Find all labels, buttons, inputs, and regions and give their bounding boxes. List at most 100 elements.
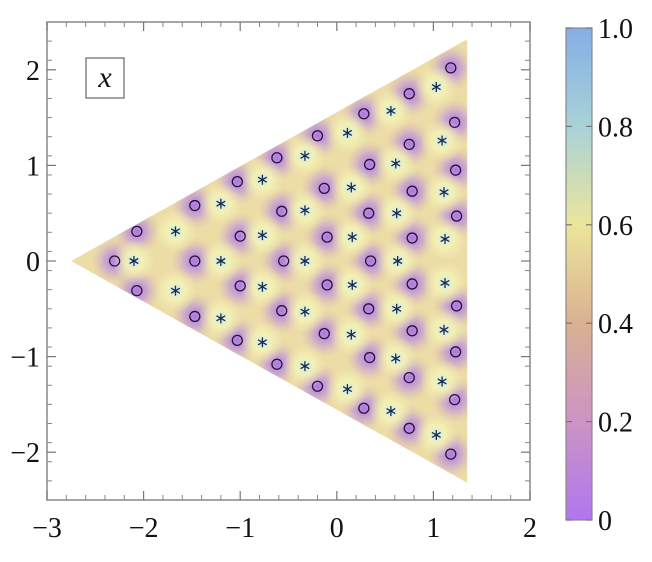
x-tick-label-2: −1 xyxy=(225,513,255,544)
asterisk-marker-0 xyxy=(129,256,139,266)
circle-marker-32 xyxy=(406,185,418,197)
circle-marker-34 xyxy=(406,232,418,244)
circle-marker-33 xyxy=(406,325,418,337)
circle-marker-40 xyxy=(449,164,462,176)
asterisk-marker-22 xyxy=(391,158,401,169)
asterisk-marker-10 xyxy=(300,150,310,161)
circle-marker-16 xyxy=(318,328,330,340)
circle-marker-30 xyxy=(403,138,415,151)
asterisk-marker-24 xyxy=(393,256,403,266)
circle-marker-36 xyxy=(445,62,457,74)
x-tick-label-4: 1 xyxy=(426,513,440,544)
asterisk-marker-2 xyxy=(170,285,181,296)
colorbar-tick-label-4: 0.8 xyxy=(598,112,633,143)
circle-marker-39 xyxy=(449,393,461,406)
circle-marker-4 xyxy=(189,255,201,267)
circle-marker-1 xyxy=(131,225,143,238)
asterisk-marker-14 xyxy=(300,361,310,372)
circle-marker-13 xyxy=(276,305,288,317)
asterisk-marker-27 xyxy=(386,406,396,417)
circle-marker-8 xyxy=(234,230,246,242)
y-tick-label-3: 1 xyxy=(26,151,40,182)
asterisk-marker-30 xyxy=(439,187,449,198)
asterisk-marker-25 xyxy=(392,303,402,314)
circle-marker-24 xyxy=(363,351,376,364)
asterisk-marker-20 xyxy=(342,384,353,395)
colorbar-tick-label-5: 1.0 xyxy=(598,14,633,45)
asterisk-marker-33 xyxy=(439,324,449,335)
panel-label: x xyxy=(85,57,125,99)
circle-marker-14 xyxy=(278,255,290,267)
circle-marker-38 xyxy=(449,116,461,129)
circle-marker-21 xyxy=(358,108,370,120)
asterisk-marker-29 xyxy=(437,135,447,146)
asterisk-marker-3 xyxy=(216,198,226,209)
asterisk-marker-15 xyxy=(342,127,353,138)
circle-marker-27 xyxy=(364,255,377,267)
circle-marker-15 xyxy=(318,182,330,194)
asterisk-marker-7 xyxy=(257,230,268,241)
circle-marker-35 xyxy=(406,278,418,290)
y-tick-label-1: −1 xyxy=(10,343,40,374)
circle-marker-9 xyxy=(234,280,246,292)
circle-marker-41 xyxy=(449,346,462,358)
axis-ticks: −3 −2 −1 0 1 2 −2 −1 0 1 2 xyxy=(10,21,537,544)
x-tick-label-1: −2 xyxy=(129,513,159,544)
asterisk-marker-13 xyxy=(300,306,310,317)
circle-marker-19 xyxy=(311,130,324,142)
y-tick-label-4: 2 xyxy=(26,56,40,87)
circle-marker-25 xyxy=(363,207,375,219)
asterisk-marker-9 xyxy=(257,337,268,348)
asterisk-marker-31 xyxy=(440,234,450,245)
y-tick-label-2: 0 xyxy=(26,247,40,278)
asterisk-marker-4 xyxy=(216,256,226,266)
circle-marker-3 xyxy=(189,199,201,212)
colorbar-ticks: 0 0.2 0.4 0.6 0.8 1.0 xyxy=(566,14,633,537)
circle-marker-28 xyxy=(403,88,415,100)
x-tick-label-5: 2 xyxy=(523,513,537,544)
circle-marker-17 xyxy=(321,231,333,243)
asterisk-marker-17 xyxy=(347,232,357,243)
colorbar-tick-label-1: 0.2 xyxy=(598,408,633,439)
circle-marker-43 xyxy=(450,300,463,312)
asterisk-marker-18 xyxy=(347,279,357,290)
circle-marker-23 xyxy=(363,158,376,171)
asterisk-marker-23 xyxy=(392,208,402,219)
circle-marker-29 xyxy=(403,422,415,434)
circle-marker-37 xyxy=(445,448,457,460)
colorbar: 0 0.2 0.4 0.6 0.8 1.0 xyxy=(565,14,633,537)
asterisk-marker-8 xyxy=(257,281,268,292)
data-markers xyxy=(108,62,463,460)
circle-marker-11 xyxy=(271,358,283,370)
asterisk-marker-5 xyxy=(216,313,226,324)
circle-marker-10 xyxy=(271,152,283,164)
asterisk-marker-34 xyxy=(437,376,447,387)
asterisk-marker-11 xyxy=(300,205,310,216)
asterisk-marker-6 xyxy=(257,174,268,185)
colorbar-tick-label-0: 0 xyxy=(598,506,612,537)
circle-marker-0 xyxy=(108,255,121,267)
circle-marker-2 xyxy=(131,284,143,297)
y-tick-label-0: −2 xyxy=(10,438,40,469)
circle-marker-31 xyxy=(403,371,415,384)
asterisk-marker-26 xyxy=(391,353,401,364)
panel-label-text: x xyxy=(97,61,112,94)
circle-marker-5 xyxy=(189,310,201,323)
asterisk-marker-32 xyxy=(440,277,450,288)
asterisk-marker-1 xyxy=(170,226,181,237)
circle-marker-18 xyxy=(321,279,333,291)
circle-marker-42 xyxy=(450,210,463,222)
x-tick-label-0: −3 xyxy=(32,513,62,544)
circle-marker-20 xyxy=(311,380,324,392)
circle-marker-26 xyxy=(363,303,375,315)
asterisk-marker-16 xyxy=(346,182,356,193)
circle-marker-22 xyxy=(358,402,370,414)
colorbar-tick-label-2: 0.4 xyxy=(598,309,633,340)
circle-marker-12 xyxy=(276,205,288,217)
circle-marker-6 xyxy=(231,176,243,188)
asterisk-marker-19 xyxy=(346,329,356,340)
asterisk-marker-35 xyxy=(431,429,441,440)
plot-area: −3 −2 −1 0 1 2 −2 −1 0 1 2 xyxy=(10,21,537,544)
circle-marker-7 xyxy=(231,334,243,346)
